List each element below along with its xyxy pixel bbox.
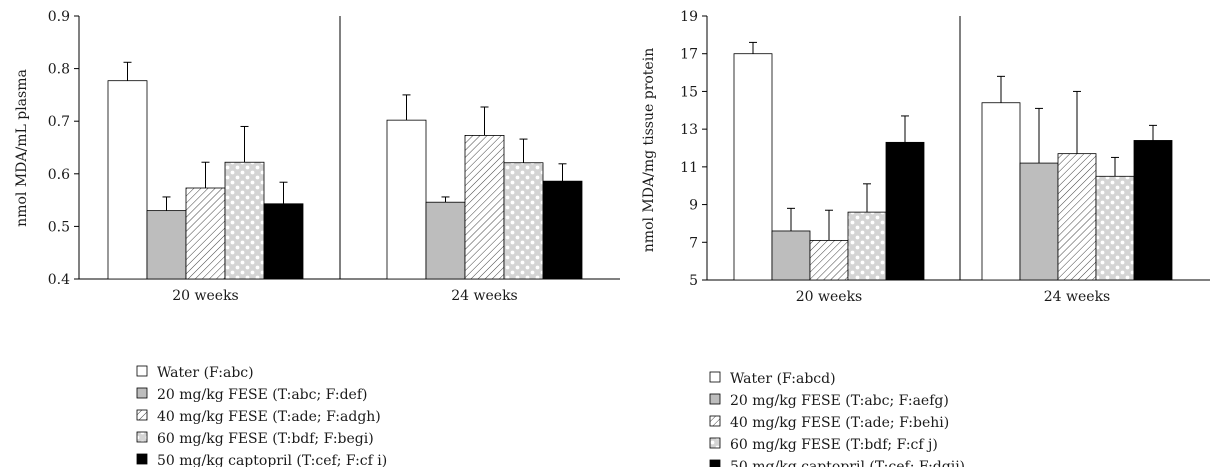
y-tick-label: 0.6 (48, 167, 70, 183)
y-tick-label: 13 (680, 122, 698, 138)
chart-left-y-axis-label: nmol MDA/mL plasma (14, 69, 30, 227)
bar (733, 53, 773, 281)
x-category-label: 20 weeks (796, 289, 863, 305)
legend-swatch (136, 365, 148, 377)
y-tick-label: 0.7 (48, 114, 70, 130)
chart-left-error-bars (123, 61, 567, 211)
legend-swatch (709, 415, 721, 427)
legend-label: 60 mg/kg FESE (T:bdf; F:begi) (157, 431, 374, 447)
legend-swatch (136, 409, 148, 421)
bar (185, 187, 226, 280)
legend-label: 40 mg/kg FESE (T:ade; F:behi) (730, 415, 949, 431)
legend-swatch (136, 431, 148, 443)
bar (771, 230, 811, 281)
chart-left-legend: Water (F:abc) 20 mg/kg FESE (T:abc; F:def… (136, 365, 387, 467)
bar (847, 211, 887, 281)
bar (542, 180, 583, 280)
bar (1057, 153, 1097, 281)
y-tick-label: 9 (689, 198, 698, 214)
bar (809, 239, 849, 281)
chart-left: 0.4 0.5 0.6 0.7 0.8 0.9 20 weeks 24 weeks nmol… (14, 9, 620, 467)
chart-right-ytick-labels: 5 7 9 11 13 15 17 19 (680, 9, 707, 289)
legend-swatch (709, 393, 721, 405)
bar (1019, 162, 1059, 281)
legend-label: 20 mg/kg FESE (T:abc; F:def) (157, 387, 367, 403)
chart-right-error-bars (749, 41, 1157, 241)
bar (503, 162, 544, 280)
legend-swatch (136, 453, 148, 465)
chart-right: 5 7 9 11 13 15 17 19 20 weeks 24 weeks nmol MDA/… (641, 9, 1210, 467)
legend-swatch (709, 437, 721, 449)
legend-swatch (709, 459, 721, 467)
chart-right-bars (733, 53, 1173, 281)
y-tick-label: 19 (680, 9, 698, 25)
x-category-label: 24 weeks (451, 288, 518, 304)
legend-label: Water (F:abcd) (730, 371, 836, 387)
bar (885, 141, 925, 281)
chart-left-bars (107, 80, 583, 280)
chart-right-y-axis-label: nmol MDA/mg tissue protein (641, 48, 657, 252)
chart-right-legend: Water (F:abcd) 20 mg/kg FESE (T:abc; F:ae… (709, 371, 965, 467)
bar (981, 102, 1021, 281)
y-tick-label: 0.8 (48, 62, 70, 78)
y-tick-label: 0.9 (48, 9, 70, 25)
bar (464, 135, 505, 280)
legend-label: 40 mg/kg FESE (T:ade; F:adgh) (157, 409, 381, 425)
legend-label: 60 mg/kg FESE (T:bdf; F:cf j) (730, 437, 938, 453)
legend-swatch (709, 371, 721, 383)
y-tick-label: 0.4 (48, 272, 70, 288)
legend-label: 20 mg/kg FESE (T:abc; F:aefg) (730, 393, 949, 409)
bar (107, 80, 148, 280)
legend-label: 50 mg/kg captopril (T:cef; F:cf i) (157, 453, 387, 467)
bar (1095, 175, 1135, 281)
bar (386, 119, 427, 280)
y-tick-label: 0.5 (48, 219, 70, 235)
y-tick-label: 7 (689, 235, 698, 251)
y-tick-label: 11 (680, 160, 698, 176)
chart-right-category-labels: 20 weeks 24 weeks (796, 289, 1111, 305)
chart-left-category-labels: 20 weeks 24 weeks (172, 288, 518, 304)
bar (224, 161, 265, 280)
x-category-label: 24 weeks (1044, 289, 1111, 305)
legend-label: Water (F:abc) (157, 365, 254, 381)
bar (1133, 140, 1173, 281)
y-tick-label: 5 (689, 273, 698, 289)
legend-label: 50 mg/kg captopril (T:cef; F:dgij) (730, 459, 965, 467)
x-category-label: 20 weeks (172, 288, 239, 304)
chart-left-ytick-labels: 0.4 0.5 0.6 0.7 0.8 0.9 (48, 9, 79, 288)
y-tick-label: 17 (680, 47, 698, 63)
bar (263, 203, 304, 280)
bar (146, 210, 187, 280)
legend-swatch (136, 387, 148, 399)
bar (425, 201, 466, 280)
y-tick-label: 15 (680, 84, 698, 100)
